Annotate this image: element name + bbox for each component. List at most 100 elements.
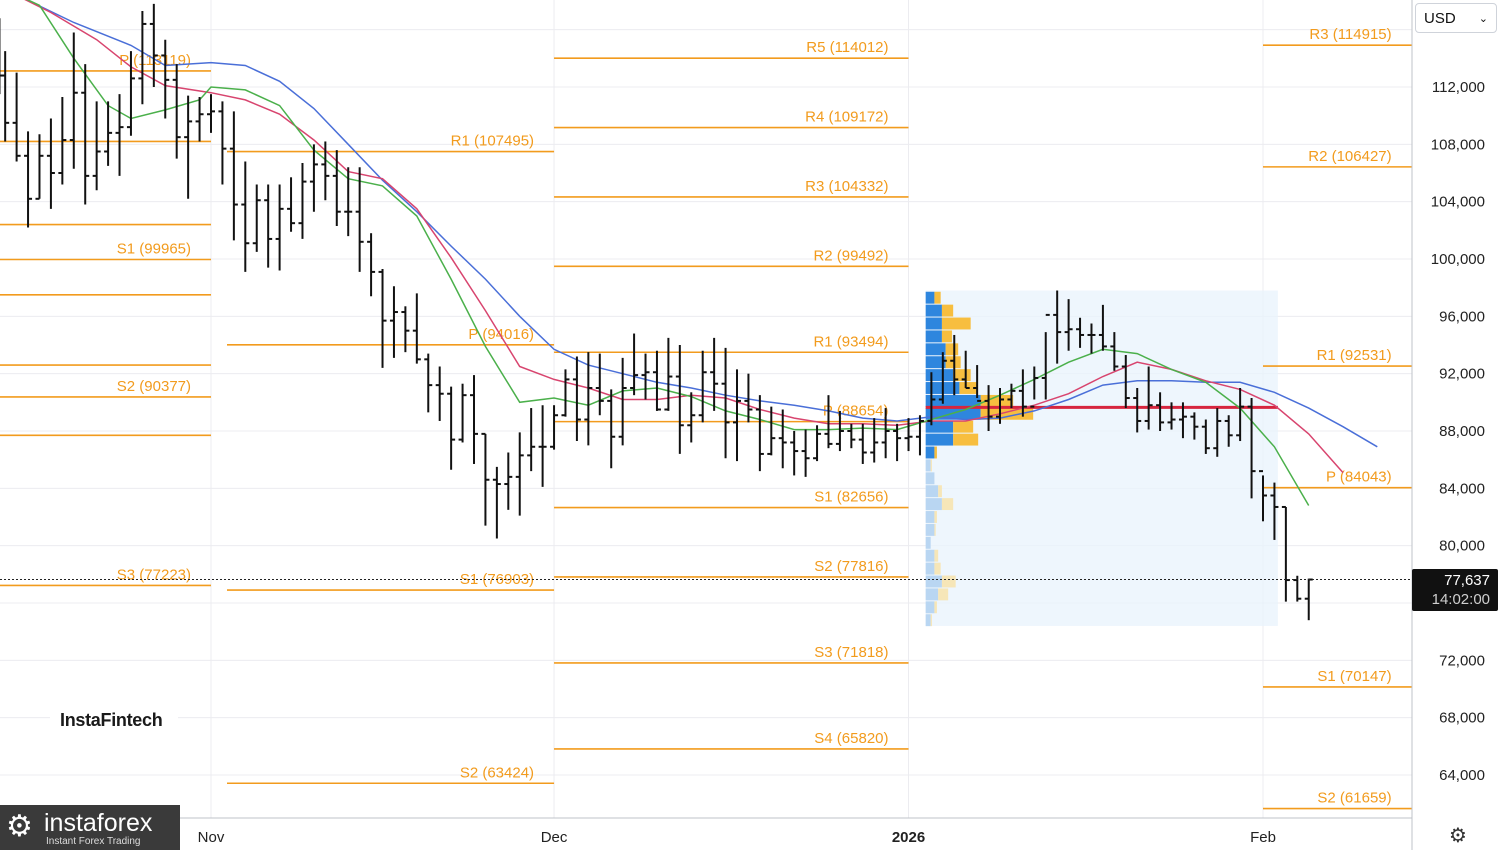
volume-profile-area	[925, 290, 1278, 626]
ohlc-bar	[24, 131, 33, 228]
pivot-label: R2 (106427)	[1308, 148, 1391, 165]
ohlc-bar	[790, 431, 799, 476]
ohlc-bar	[1133, 388, 1142, 433]
ohlc-bar	[207, 94, 215, 133]
ohlc-bar	[1270, 482, 1279, 540]
pivot-label: S1 (82656)	[814, 489, 888, 506]
pivot-label: S1 (99965)	[117, 241, 191, 258]
volume-bin-sell	[953, 420, 974, 433]
ohlc-bar	[698, 350, 707, 423]
last-price-value: 77,637	[1444, 572, 1490, 589]
ohlc-bar	[115, 94, 124, 176]
x-tick-label: 2026	[892, 829, 925, 846]
ohlc-bar	[755, 395, 764, 472]
ohlc-bar	[1167, 402, 1176, 430]
volume-bin-sell	[953, 433, 979, 446]
volume-bin-buy	[925, 304, 942, 317]
ohlc-bar	[664, 337, 673, 411]
ohlc-bar	[1098, 304, 1107, 351]
ohlc-bar	[69, 32, 78, 169]
ohlc-bar	[138, 11, 147, 105]
ohlc-bar	[1201, 419, 1210, 454]
currency-select[interactable]: USD ⌄	[1415, 3, 1497, 33]
brand-tagline: Instant Forex Trading	[46, 836, 141, 847]
ohlc-bar	[229, 111, 238, 241]
pivot-label: R4 (109172)	[805, 109, 888, 126]
ohlc-bar	[801, 429, 810, 477]
x-tick-label: Nov	[198, 829, 225, 846]
watermark-background	[50, 684, 178, 744]
ohlc-bar	[904, 418, 913, 452]
volume-bin-buy	[925, 614, 931, 627]
volume-bin-buy	[925, 446, 935, 459]
ohlc-bar	[572, 356, 581, 442]
ohlc-bar	[561, 369, 570, 417]
ohlc-bar	[470, 375, 478, 464]
ohlc-bar	[1259, 470, 1267, 522]
currency-value: USD	[1424, 9, 1456, 27]
ohlc-bar	[412, 293, 421, 364]
pivot-label: P (84043)	[1326, 469, 1392, 486]
ohlc-bar	[1247, 398, 1256, 499]
ohlc-bar	[1190, 412, 1199, 440]
volume-bin-buy	[925, 498, 942, 511]
pivot-levels: P (113119)S1 (99965)S2 (90377)S3 (77223)…	[0, 26, 1412, 810]
volume-bin-sell	[941, 330, 952, 343]
volume-bin-sell	[934, 562, 941, 575]
ohlc-bar	[893, 423, 902, 462]
ohlc-bar	[550, 405, 559, 450]
ohlc-bar	[1018, 369, 1027, 417]
ohlc-bar	[847, 423, 856, 449]
volume-bin-sell	[980, 407, 1034, 420]
ohlc-bar	[287, 177, 296, 232]
ohlc-bar	[264, 184, 273, 268]
y-tick-label: 72,000	[1439, 652, 1485, 669]
ohlc-bar	[870, 418, 879, 463]
ohlc-bar	[938, 352, 947, 404]
ohlc-bar	[733, 369, 741, 462]
volume-bin-sell	[934, 523, 936, 536]
volume-bin-buy	[925, 536, 931, 549]
pivot-label: R3 (114915)	[1309, 26, 1391, 43]
settings-icon[interactable]: ⚙	[1449, 825, 1467, 847]
volume-bin-sell	[941, 498, 954, 511]
ohlc-bar	[1076, 317, 1085, 348]
ohlc-bar	[195, 97, 204, 142]
last-price-marker: 77,637 14:02:00	[1412, 569, 1498, 611]
ohlc-bar	[778, 409, 787, 469]
ohlc-bar	[927, 372, 936, 426]
ohlc-bar	[344, 167, 353, 237]
y-tick-label: 88,000	[1439, 423, 1485, 440]
volume-bin-sell	[945, 343, 959, 356]
moving-average-line	[26, 0, 1310, 506]
pivot-label: P (94016)	[468, 326, 534, 343]
pivot-label: S3 (77223)	[117, 566, 191, 583]
ohlc-bar	[367, 233, 376, 297]
ohlc-bar	[641, 353, 650, 400]
ohlc-bar	[435, 366, 444, 421]
pivot-label: S2 (90377)	[117, 378, 191, 395]
pivot-label: R1 (93494)	[813, 333, 888, 350]
ohlc-bar	[401, 306, 410, 353]
volume-bin-buy	[925, 459, 931, 472]
volume-bin-buy	[925, 485, 939, 498]
ohlc-bar	[12, 72, 21, 162]
ohlc-bar	[1, 51, 10, 142]
ohlc-bar	[321, 141, 330, 201]
volume-bin-buy	[925, 369, 954, 382]
ohlc-bar	[961, 350, 970, 389]
volume-bin-sell	[930, 459, 932, 472]
pivot-label: R3 (104332)	[805, 178, 888, 195]
ohlc-bar	[161, 39, 170, 119]
ohlc-bar	[46, 118, 55, 209]
ohlc-bar	[35, 134, 44, 200]
ohlc-bar	[584, 352, 593, 446]
ohlc-bar	[481, 432, 490, 526]
chevron-down-icon: ⌄	[1478, 12, 1488, 25]
volume-bin-sell	[941, 575, 956, 588]
ohlc-bar	[721, 347, 730, 459]
ohlc-bar	[81, 64, 90, 205]
ohlc-bar	[172, 64, 181, 159]
